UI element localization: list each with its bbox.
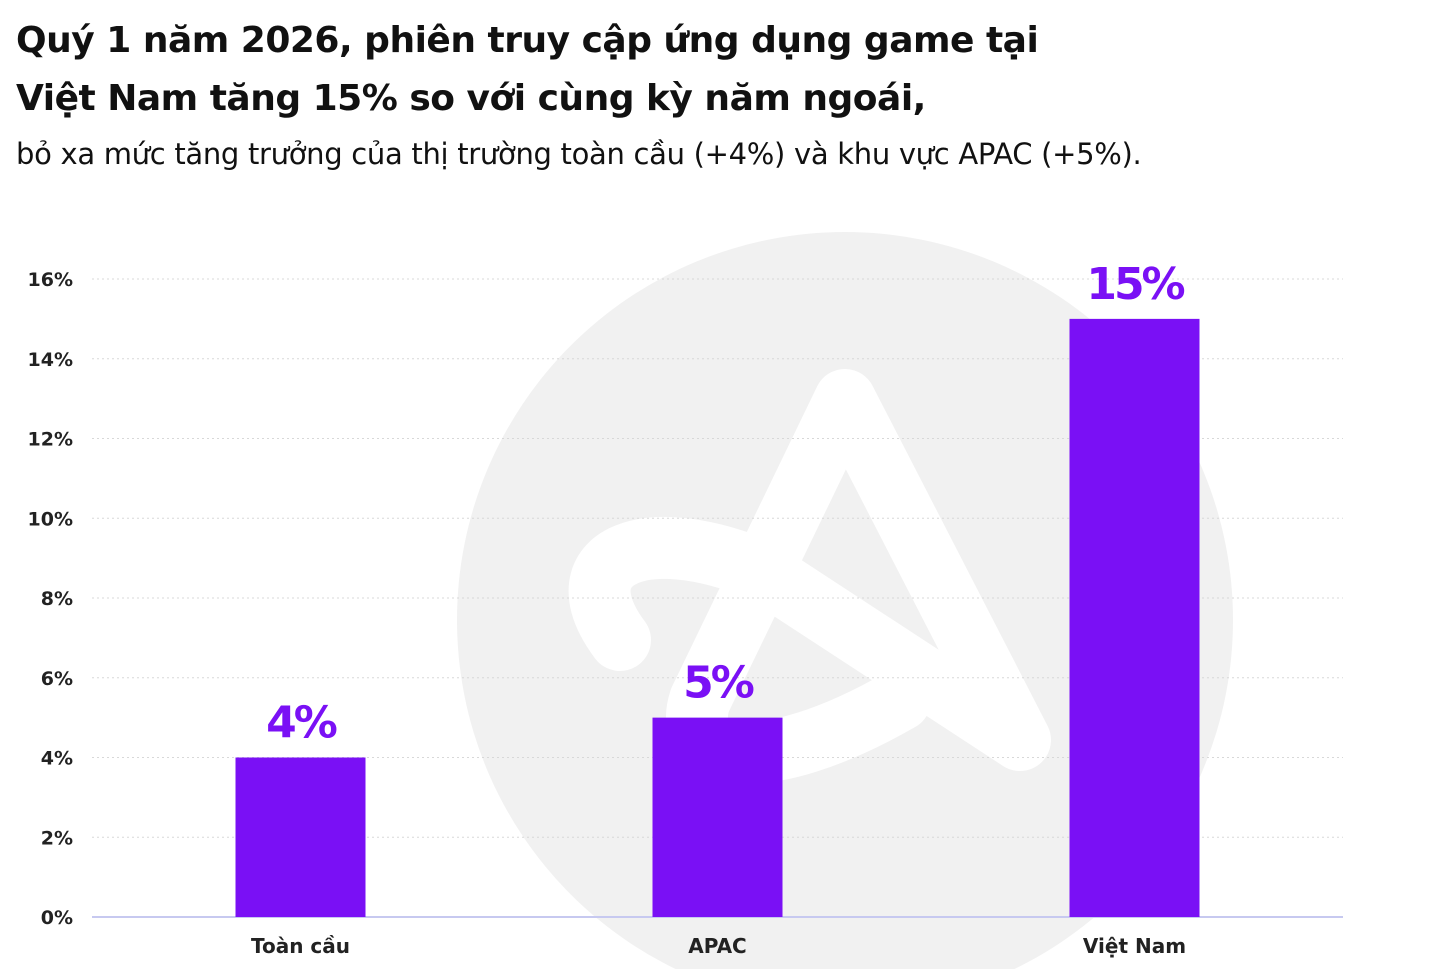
x-tick-label: APAC (688, 934, 746, 958)
x-tick-label: Việt Nam (1083, 934, 1186, 958)
chart-title: Quý 1 năm 2026, phiên truy cập ứng dụng … (16, 12, 1039, 128)
y-tick-label: 14% (28, 349, 73, 371)
chart-title-line-1: Quý 1 năm 2026, phiên truy cập ứng dụng … (16, 20, 1039, 61)
x-axis-ticks: Toàn cầu APAC Việt Nam (251, 934, 1186, 958)
bar (1069, 318, 1200, 917)
y-tick-label: 16% (28, 269, 73, 291)
y-tick-label: 2% (41, 827, 73, 849)
data-label: 5% (683, 658, 754, 709)
chart-title-line-2: Việt Nam tăng 15% so với cùng kỳ năm ngo… (16, 78, 926, 119)
x-tick-label: Toàn cầu (251, 934, 350, 958)
data-labels: 4% 5% 15% (266, 259, 1187, 749)
y-tick-label: 6% (41, 668, 73, 690)
y-tick-label: 4% (41, 748, 73, 770)
data-label: 4% (266, 698, 337, 749)
y-tick-label: 8% (41, 588, 73, 610)
data-label: 15% (1086, 259, 1184, 310)
bar (235, 757, 366, 917)
y-tick-label: 10% (28, 508, 73, 530)
bar (652, 717, 783, 917)
y-tick-label: 12% (28, 429, 73, 451)
y-tick-label: 0% (41, 907, 73, 929)
bars (235, 318, 1200, 917)
y-axis-ticks: 0% 2% 4% 6% 8% 10% 12% 14% 16% (28, 269, 73, 929)
chart-subtitle: bỏ xa mức tăng trưởng của thị trường toà… (16, 137, 1142, 171)
